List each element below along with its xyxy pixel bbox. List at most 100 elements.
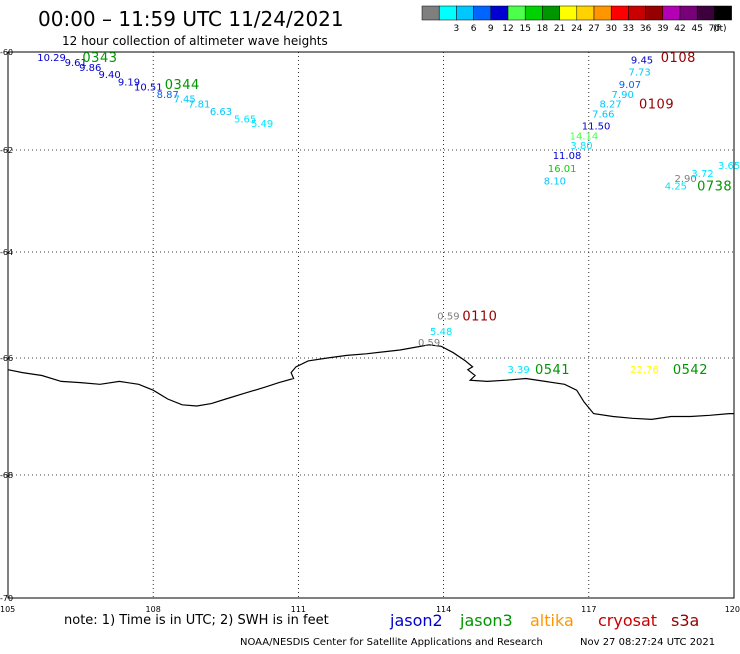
- footer-timestamp: Nov 27 08:27:24 UTC 2021: [580, 637, 715, 648]
- legend-swatch: [490, 5, 509, 21]
- wave-height-label: 3.72: [691, 169, 713, 180]
- page-title: 00:00 – 11:59 UTC 11/24/2021: [38, 7, 344, 31]
- satellite-altika: altika: [530, 611, 574, 630]
- footer-credit: NOAA/NESDIS Center for Satellite Applica…: [240, 637, 543, 648]
- legend-swatch: [421, 5, 440, 21]
- legend-label: 6: [471, 24, 477, 34]
- wave-height-label: 22.76: [630, 365, 659, 376]
- wave-height-label: 9.61: [65, 58, 87, 69]
- wave-height-label: 11.08: [553, 151, 582, 162]
- wave-height-label: 2.90: [674, 174, 696, 185]
- wave-height-label: 10.51: [134, 82, 163, 93]
- legend-swatch: [610, 5, 629, 21]
- pass-time-label: 0343: [82, 51, 117, 66]
- wave-height-observations: 10.299.619.869.409.1910.518.877.457.816.…: [37, 53, 740, 376]
- legend-label: 30: [605, 24, 617, 34]
- legend-swatch: [696, 5, 715, 21]
- legend-label: 15: [519, 24, 530, 34]
- page-subtitle: 12 hour collection of altimeter wave hei…: [62, 34, 328, 48]
- satellite-key: jason2 jason3 altika cryosat s3a: [389, 611, 699, 630]
- graticule: [8, 52, 734, 598]
- wave-height-label: 8.10: [544, 177, 566, 188]
- wave-height-label: 5.49: [251, 119, 273, 130]
- wave-height-label: 7.66: [592, 109, 614, 120]
- latitude-label: -62: [0, 146, 13, 155]
- wave-height-label: 0.59: [437, 311, 459, 322]
- pass-time-label: 0738: [697, 180, 732, 195]
- wave-height-label: 11.50: [582, 122, 611, 133]
- legend-swatch: [559, 5, 578, 21]
- longitude-label: 105: [0, 605, 15, 614]
- wave-height-label: 0.59: [418, 338, 440, 349]
- legend-label: 33: [623, 24, 634, 34]
- legend-swatch: [542, 5, 560, 21]
- wave-height-label: 16.01: [548, 164, 577, 175]
- legend-label: 18: [537, 24, 549, 34]
- wave-height-label: 8.27: [599, 100, 621, 111]
- legend-swatch: [662, 5, 681, 21]
- wave-height-label: 7.81: [188, 100, 210, 111]
- longitude-label: 120: [725, 605, 740, 614]
- satellite-jason2: jason2: [389, 611, 443, 630]
- map-frame: [7, 51, 735, 599]
- latitude-label: -66: [0, 354, 13, 363]
- wave-height-label: 9.19: [118, 78, 140, 89]
- wave-height-label: 7.90: [612, 90, 634, 101]
- footer-note: note: 1) Time is in UTC; 2) SWH is in fe…: [64, 613, 329, 628]
- longitude-label: 117: [581, 605, 596, 614]
- legend-swatch: [714, 5, 732, 21]
- latitude-label: -70: [0, 594, 13, 603]
- wave-height-label: 9.07: [619, 80, 641, 91]
- legend-label: 24: [571, 24, 583, 34]
- satellite-jason3: jason3: [459, 611, 513, 630]
- color-scale-legend: 3 6 9 12 15 18 21 24 27 30 33 36 39 42 45 70: [421, 5, 732, 34]
- wave-height-label: 9.45: [631, 55, 653, 66]
- legend-label: 12: [502, 24, 513, 34]
- wave-height-label: 7.45: [174, 95, 196, 106]
- pass-time-label: 0109: [639, 98, 674, 113]
- pass-time-label: 0344: [165, 78, 200, 93]
- wave-height-label: 5.48: [430, 327, 452, 338]
- legend-swatch: [593, 5, 612, 21]
- wave-height-label: 4.25: [665, 182, 687, 193]
- longitude-label: 108: [146, 605, 161, 614]
- legend-label: 27: [588, 24, 599, 34]
- wave-height-label: 14.14: [570, 131, 599, 142]
- wave-height-label: 10.29: [37, 53, 66, 64]
- pass-time-label: 0541: [535, 363, 570, 378]
- legend-label: 21: [554, 24, 565, 34]
- legend-swatch: [507, 5, 526, 21]
- pass-time-label: 0542: [673, 363, 708, 378]
- legend-label: 45: [691, 24, 702, 34]
- legend-label: 39: [657, 24, 669, 34]
- legend-label: 70: [709, 24, 721, 34]
- latitude-labels: -60 -62 -64 -66 -68 -70: [0, 48, 13, 603]
- pass-time-label: 0110: [462, 309, 497, 324]
- legend-label: 36: [640, 24, 652, 34]
- legend-swatch: [438, 5, 457, 21]
- legend-label: 42: [674, 24, 685, 34]
- legend-swatch: [628, 5, 646, 21]
- longitude-label: 111: [291, 605, 306, 614]
- latitude-label: -64: [0, 248, 13, 257]
- wave-height-label: 5.65: [234, 114, 256, 125]
- wave-height-label: 3.80: [570, 141, 592, 152]
- legend-swatch: [576, 5, 595, 21]
- wave-height-label: 3.65: [718, 161, 740, 172]
- satellite-s3a: s3a: [671, 611, 699, 630]
- longitude-labels: 105 108 111 114 117 120: [0, 605, 740, 614]
- antarctic-coastline: [7, 344, 734, 421]
- latitude-label: -68: [0, 471, 13, 480]
- legend-swatch: [679, 5, 698, 21]
- legend-unit: (ft): [713, 24, 727, 34]
- legend-swatch: [473, 5, 492, 21]
- wave-height-label: 6.63: [210, 107, 232, 118]
- wave-height-label: 9.40: [99, 70, 121, 81]
- legend-label: 3: [454, 24, 460, 34]
- wave-height-label: 9.86: [79, 63, 101, 74]
- latitude-label: -60: [0, 48, 13, 57]
- legend-swatch: [645, 5, 664, 21]
- wave-height-label: 7.73: [628, 68, 650, 79]
